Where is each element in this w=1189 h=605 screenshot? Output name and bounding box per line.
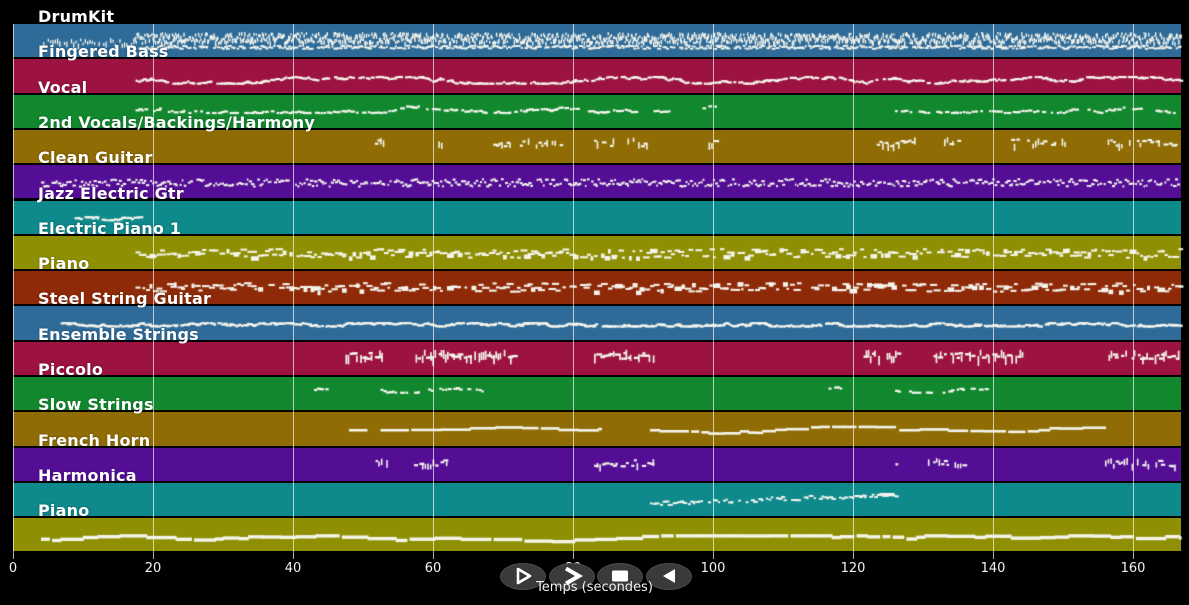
track-label: Piccolo bbox=[38, 360, 104, 379]
rewind-button[interactable] bbox=[645, 562, 692, 590]
track-label: DrumKit bbox=[38, 7, 115, 26]
track-label: Electric Piano 1 bbox=[38, 218, 182, 238]
track-label: Harmonica bbox=[38, 465, 137, 485]
track-label: Slow Strings bbox=[38, 395, 154, 415]
stop-square-icon bbox=[612, 570, 628, 582]
track-label: Piano bbox=[38, 254, 90, 274]
track-label: Vocal bbox=[38, 77, 88, 97]
fast-forward-icon bbox=[564, 566, 583, 586]
track-label: Ensemble Strings bbox=[38, 324, 199, 344]
track-label: Fingered Bass bbox=[38, 42, 169, 62]
track-label: Clean Guitar bbox=[38, 148, 153, 168]
track-label: Piano bbox=[38, 501, 90, 521]
x-axis-title: Temps (secondes) bbox=[536, 580, 653, 595]
stop-button[interactable] bbox=[597, 562, 643, 590]
track-label: 2nd Vocals/Backings/Harmony bbox=[38, 112, 315, 132]
play-button[interactable] bbox=[500, 562, 546, 590]
play-outline-icon bbox=[516, 567, 532, 585]
track-label: French Horn bbox=[38, 430, 151, 450]
rewind-icon bbox=[662, 569, 675, 583]
fast-forward-button[interactable] bbox=[548, 562, 595, 590]
track-label: Jazz Electric Gtr bbox=[38, 183, 184, 203]
track-label: Steel String Guitar bbox=[38, 289, 212, 309]
